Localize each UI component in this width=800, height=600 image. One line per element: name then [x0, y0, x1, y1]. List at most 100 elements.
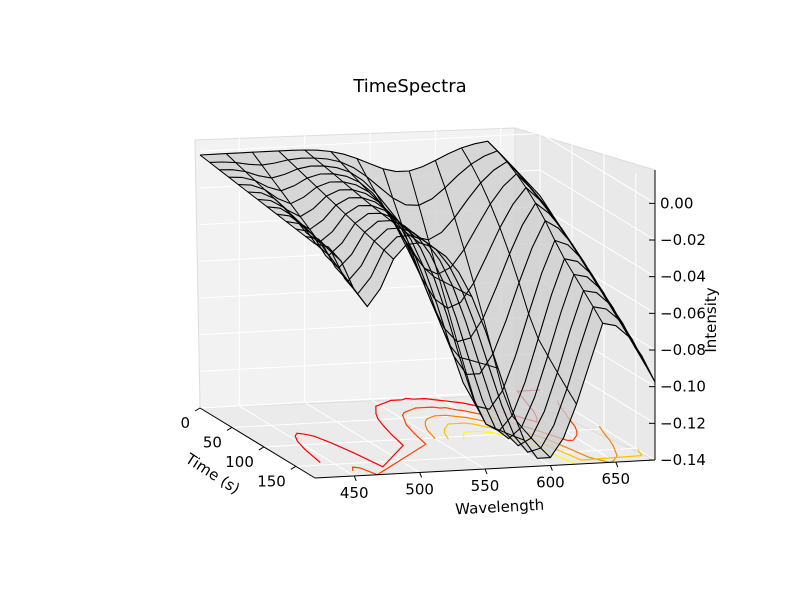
z-tick-label: −0.04: [660, 268, 706, 286]
surface-quad: [329, 181, 353, 190]
surface-quad: [241, 177, 265, 190]
surface-quad: [512, 187, 536, 225]
surface-quad: [281, 185, 304, 204]
surface-quad: [239, 152, 262, 166]
surface-quad: [480, 170, 504, 204]
surface-quad: [228, 177, 252, 186]
surface-wavelength-line: [304, 149, 420, 244]
surface-quad: [396, 171, 419, 206]
surface-quad: [577, 261, 601, 289]
surface-quad: [304, 150, 328, 159]
gridline: [539, 169, 656, 241]
x-tick-label: 600: [536, 474, 565, 492]
surface-wavelength-line: [539, 195, 656, 383]
surface-quad: [379, 187, 403, 226]
floor-contour: [351, 400, 578, 476]
surface-quad: [278, 150, 302, 160]
surface-quad: [474, 141, 498, 157]
surface-quad: [355, 213, 378, 233]
surface-wavelength-line: [199, 154, 316, 245]
surface-quad: [509, 224, 533, 283]
surface-quad: [522, 203, 546, 248]
surface-quad: [261, 163, 285, 178]
surface-quad: [526, 187, 549, 213]
x-tick: [419, 472, 423, 478]
surface-quad: [466, 373, 490, 410]
surface-quad: [471, 156, 494, 183]
surface-quad: [251, 185, 275, 199]
surface-quad: [502, 355, 526, 416]
surface-quad: [418, 198, 442, 240]
y-tick-label: 100: [225, 453, 254, 471]
y-tick: [290, 465, 297, 470]
surface-quad: [313, 196, 336, 221]
surface-time-line: [295, 227, 637, 447]
surface-quad: [247, 192, 271, 201]
surface-quad: [506, 282, 529, 356]
surface-quad: [538, 295, 561, 356]
z-tick-label: −0.06: [660, 304, 706, 322]
surface-time-line: [199, 140, 541, 197]
surface-quad: [238, 184, 261, 193]
y-tick-label: 150: [257, 472, 286, 490]
surface-quad: [551, 258, 574, 313]
surface-quad: [349, 197, 372, 206]
surface-quad: [314, 158, 337, 168]
surface-quad: [535, 203, 559, 229]
surface-time-line: [238, 181, 579, 309]
surface-quad: [567, 346, 590, 405]
surface-time-line: [209, 150, 551, 211]
surface-quad: [317, 150, 341, 162]
surface-wavelength-line: [356, 158, 473, 298]
surface-quad: [265, 150, 288, 163]
z-tick-label: −0.08: [660, 341, 706, 359]
surface-wavelength-line: [513, 167, 630, 337]
surface-quad: [248, 164, 272, 178]
surface-time-line: [305, 234, 646, 453]
surface-quad: [323, 165, 347, 177]
surface-quad: [557, 329, 580, 389]
surface-quad: [541, 240, 565, 296]
surface-quad: [357, 277, 381, 307]
x-tick: [353, 475, 357, 482]
surface-quad: [358, 205, 382, 214]
surface-quad: [492, 320, 516, 391]
surface-quad: [377, 220, 401, 229]
surface-quad: [564, 258, 587, 277]
surface-quad: [415, 237, 438, 275]
surface-quad: [512, 381, 535, 428]
z-tick-label: −0.02: [660, 231, 706, 249]
surface-quad: [268, 187, 291, 204]
surface-time-line: [257, 197, 598, 375]
surface-time-line: [276, 212, 618, 432]
surface-quad: [261, 192, 284, 208]
surface-quad: [499, 204, 523, 254]
surface-quad: [573, 274, 597, 293]
surface-quad: [288, 158, 311, 169]
surface-quad: [383, 168, 406, 205]
surface-quad: [366, 176, 390, 210]
surface-time-line: [286, 220, 627, 440]
surface-quad: [479, 353, 503, 410]
surface-quad: [405, 204, 429, 240]
surface-wavelength-line: [408, 170, 525, 441]
surface-quad: [257, 199, 281, 209]
surface-quad: [361, 241, 384, 278]
surface-quad: [276, 214, 300, 224]
surface-quad: [245, 171, 268, 188]
surface-quad: [333, 173, 356, 185]
z-ticks: 0.00 −0.02 −0.04 −0.06 −0.08 −0.10 −0.12 −0.14: [649, 194, 706, 469]
surface-quad: [596, 292, 620, 321]
surface-quad: [422, 160, 445, 199]
surface-quad: [329, 242, 352, 268]
y-tick: [226, 427, 233, 431]
surface-wavelength-line: [225, 153, 342, 262]
surface-quad: [531, 411, 554, 449]
surface-quad: [447, 302, 471, 342]
surface-wavelength-line: [251, 151, 368, 307]
surface-quad: [340, 161, 363, 181]
surface-quad: [540, 425, 564, 458]
surface-time-line: [314, 242, 656, 459]
